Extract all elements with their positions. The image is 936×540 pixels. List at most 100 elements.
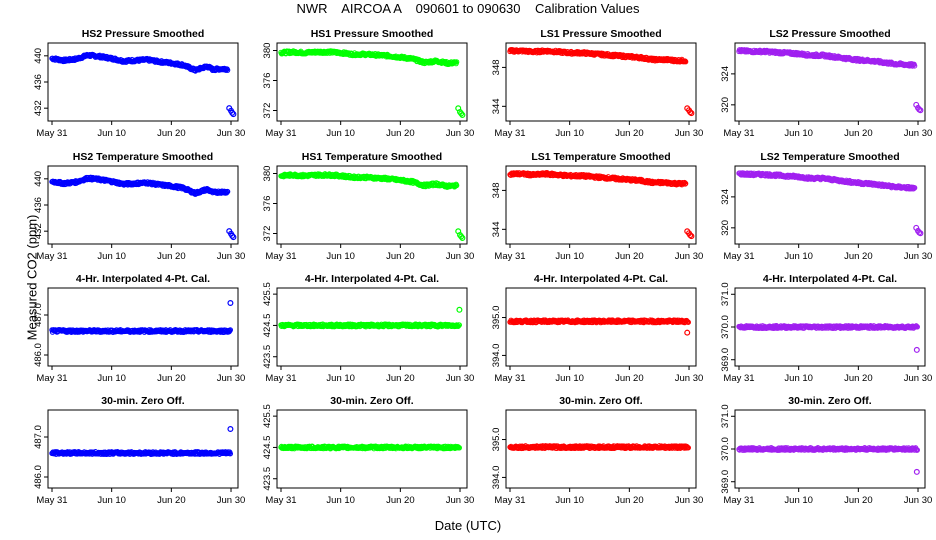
plot-frame xyxy=(47,42,239,122)
plot-frame xyxy=(734,165,926,245)
x-axis-label: Date (UTC) xyxy=(434,518,502,533)
y-tick-label: 371.0 xyxy=(720,282,731,306)
x-tick-label: Jun 30 xyxy=(446,251,475,262)
x-tick-label: Jun 10 xyxy=(97,251,126,262)
panel-title: 30-min. Zero Off. xyxy=(101,395,185,407)
x-tick-label: May 31 xyxy=(494,251,525,262)
x-tick-label: Jun 10 xyxy=(555,128,584,139)
panel-title: HS1 Pressure Smoothed xyxy=(311,28,434,40)
plot-frame xyxy=(276,165,468,245)
x-tick-label: Jun 20 xyxy=(157,373,186,384)
data-point xyxy=(911,63,918,69)
panel-title: 4-Hr. Interpolated 4-Pt. Cal. xyxy=(763,273,897,285)
plot-frame xyxy=(505,409,697,489)
y-tick-label: 436 xyxy=(33,74,44,90)
y-tick-label: 372 xyxy=(262,103,273,119)
y-tick-label: 348 xyxy=(491,182,502,198)
plot-frame xyxy=(276,42,468,122)
panel-title: 30-min. Zero Off. xyxy=(559,395,643,407)
y-tick-label: 372 xyxy=(262,226,273,242)
y-tick-label: 432 xyxy=(33,223,44,239)
panel-title: LS2 Pressure Smoothed xyxy=(769,28,890,40)
y-tick-label: 320 xyxy=(720,220,731,236)
y-tick-label: 394.0 xyxy=(491,344,502,368)
x-tick-label: Jun 30 xyxy=(446,495,475,506)
data-point xyxy=(459,235,466,242)
y-tick-label: 425.5 xyxy=(262,404,273,428)
data-point xyxy=(453,59,460,65)
panel-title: LS1 Pressure Smoothed xyxy=(540,28,661,40)
y-tick-label: 487.0 xyxy=(33,303,44,327)
data-point xyxy=(224,188,231,195)
plot-frame xyxy=(47,287,239,367)
y-tick-label: 424.5 xyxy=(262,314,273,338)
y-tick-label: 394.0 xyxy=(491,466,502,490)
y-tick-label: 380 xyxy=(262,166,273,182)
x-tick-label: Jun 10 xyxy=(326,251,355,262)
x-tick-label: Jun 30 xyxy=(217,251,246,262)
panel-title: HS2 Pressure Smoothed xyxy=(82,28,205,40)
data-point xyxy=(456,445,463,451)
data-point xyxy=(688,110,695,117)
y-tick-label: 369.0 xyxy=(720,348,731,372)
data-point xyxy=(453,182,460,189)
x-tick-label: Jun 10 xyxy=(555,251,584,262)
data-point xyxy=(917,230,924,237)
y-tick-label: 395.0 xyxy=(491,428,502,452)
x-tick-label: May 31 xyxy=(36,373,67,384)
x-tick-label: May 31 xyxy=(723,128,754,139)
panel-title: 4-Hr. Interpolated 4-Pt. Cal. xyxy=(534,273,668,285)
y-tick-label: 487.0 xyxy=(33,425,44,449)
x-tick-label: Jun 30 xyxy=(675,128,704,139)
panel-title: HS1 Temperature Smoothed xyxy=(302,151,442,163)
chart-panel-12: 4-Hr. Interpolated 4-Pt. Cal.May 31 Jun 1… xyxy=(720,273,932,384)
y-tick-label: 320 xyxy=(720,97,731,113)
x-tick-label: Jun 10 xyxy=(97,495,126,506)
plot-frame xyxy=(505,165,697,245)
plot-frame xyxy=(47,165,239,245)
x-tick-label: Jun 20 xyxy=(157,251,186,262)
plot-frame xyxy=(276,287,468,367)
x-tick-label: Jun 20 xyxy=(615,495,644,506)
data-point xyxy=(229,232,236,239)
x-tick-label: Jun 30 xyxy=(904,251,933,262)
data-point xyxy=(917,107,924,114)
panel-title: LS1 Temperature Smoothed xyxy=(531,151,670,163)
plot-frame xyxy=(505,42,697,122)
x-tick-label: Jun 10 xyxy=(555,495,584,506)
data-point xyxy=(682,180,689,187)
chart-panel-9: 4-Hr. Interpolated 4-Pt. Cal.May 31 Jun 1… xyxy=(33,273,245,384)
page-title: NWR AIRCOA A 090601 to 090630 Calibratio… xyxy=(296,1,640,16)
y-tick-label: 376 xyxy=(262,73,273,89)
chart-panel-13: 30-min. Zero Off.May 31 Jun 10 Jun 20 Jun 3… xyxy=(33,395,245,506)
data-point xyxy=(914,324,921,330)
y-tick-label: 424.5 xyxy=(262,436,273,460)
y-tick-label: 440 xyxy=(33,48,44,64)
y-tick-label: 376 xyxy=(262,196,273,212)
x-tick-label: May 31 xyxy=(723,251,754,262)
y-tick-label: 344 xyxy=(491,221,502,237)
data-point xyxy=(913,346,920,353)
x-tick-label: May 31 xyxy=(494,495,525,506)
panel-title: 4-Hr. Interpolated 4-Pt. Cal. xyxy=(76,273,210,285)
x-tick-label: Jun 10 xyxy=(326,495,355,506)
plot-frame xyxy=(734,42,926,122)
x-tick-label: Jun 30 xyxy=(446,128,475,139)
x-tick-label: Jun 10 xyxy=(97,128,126,139)
x-tick-label: Jun 30 xyxy=(675,495,704,506)
data-point xyxy=(227,300,234,307)
x-tick-label: Jun 30 xyxy=(904,128,933,139)
panel-title: 4-Hr. Interpolated 4-Pt. Cal. xyxy=(305,273,439,285)
y-tick-label: 370.0 xyxy=(720,315,731,339)
x-tick-label: Jun 20 xyxy=(386,128,415,139)
y-tick-label: 425.5 xyxy=(262,282,273,306)
data-point xyxy=(684,329,691,336)
x-tick-label: May 31 xyxy=(494,128,525,139)
data-point xyxy=(230,111,237,118)
x-tick-label: Jun 20 xyxy=(386,373,415,384)
